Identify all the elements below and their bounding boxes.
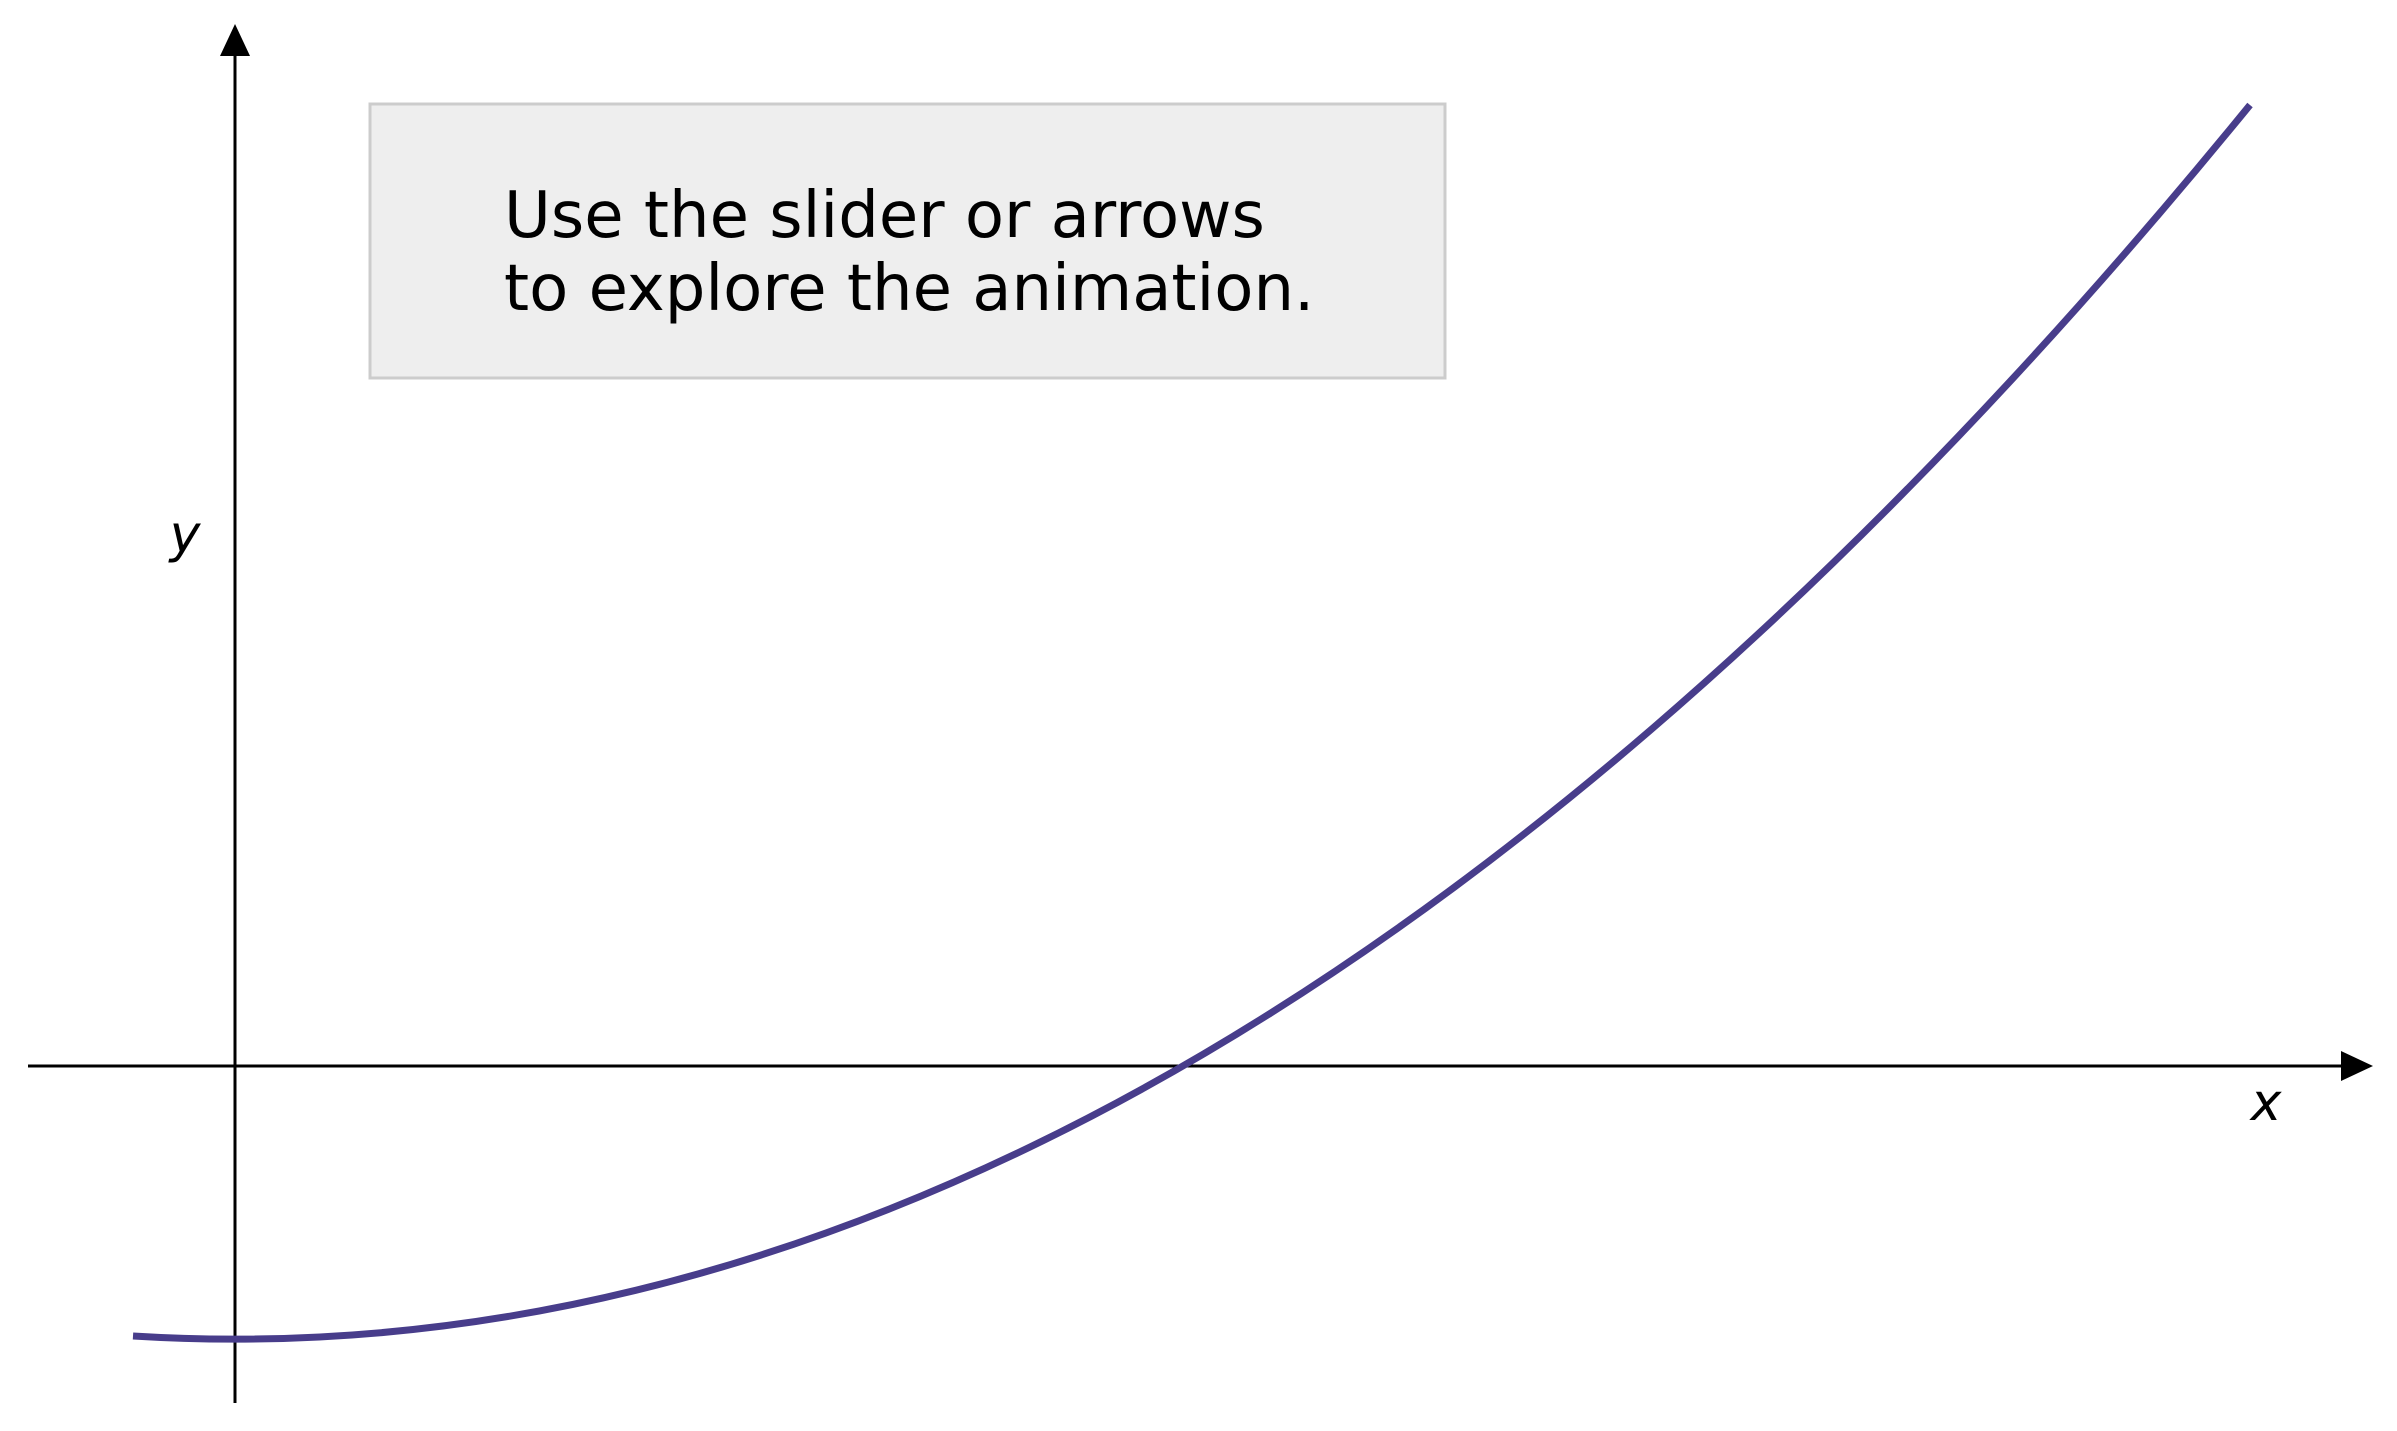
info-box bbox=[368, 102, 1447, 380]
y-axis-arrow bbox=[220, 24, 250, 56]
curve bbox=[132, 102, 2253, 1343]
info-line: Use the slider or arrows bbox=[504, 179, 1265, 253]
y-axis-label: y bbox=[168, 505, 202, 565]
x-axis-arrow bbox=[2341, 1051, 2373, 1081]
x-axis-label: x bbox=[2249, 1073, 2283, 1133]
info-line: to explore the animation. bbox=[504, 252, 1314, 326]
